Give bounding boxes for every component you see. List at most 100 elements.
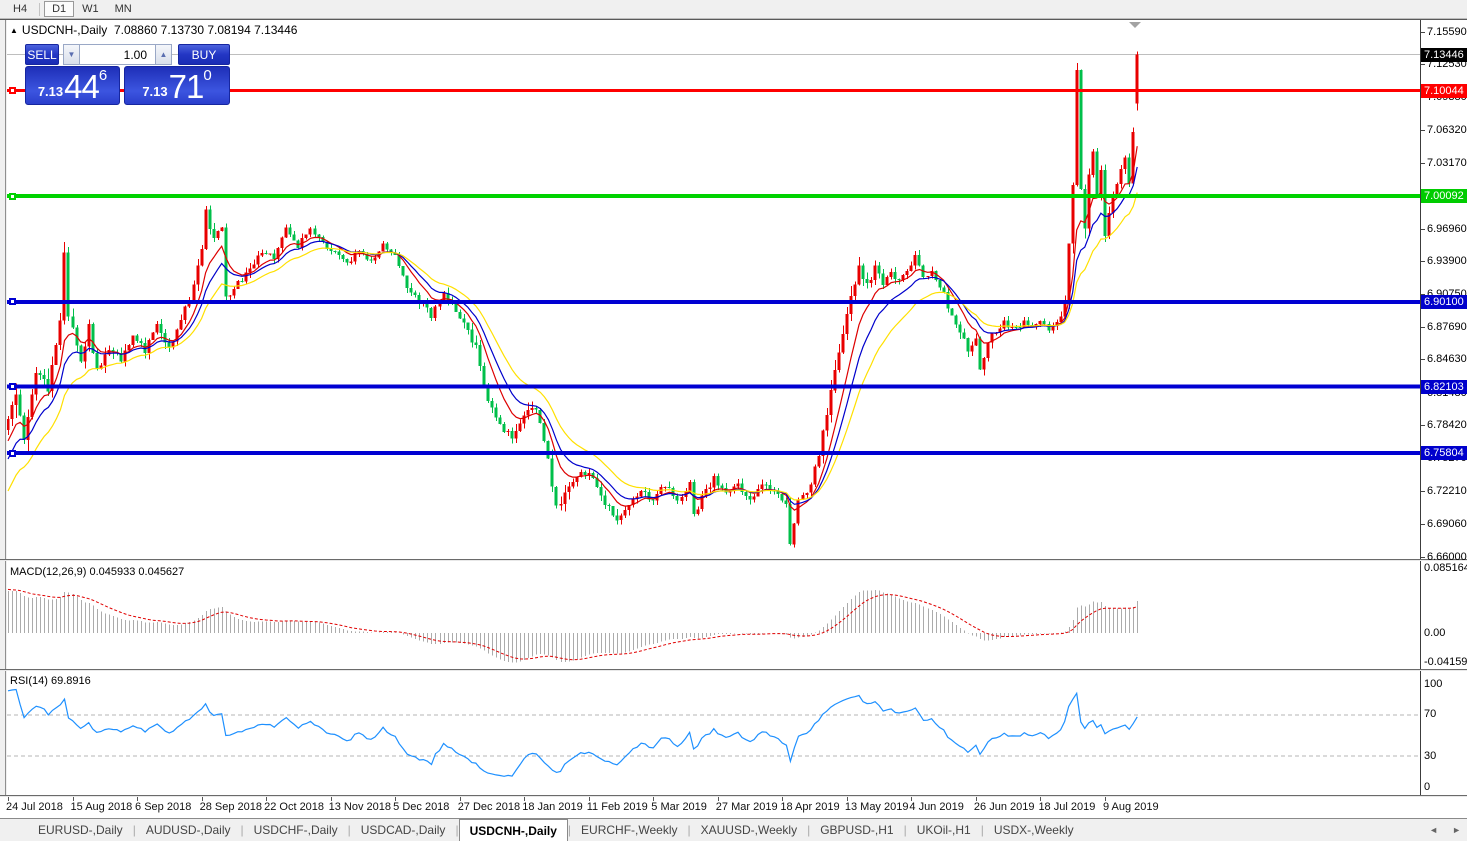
rsi-indicator-canvas[interactable] bbox=[7, 671, 1420, 795]
date-axis-label: 9 Aug 2019 bbox=[1102, 801, 1159, 813]
tab-separator: | bbox=[455, 823, 459, 837]
chart-tab-usdx[interactable]: USDX-,Weekly bbox=[993, 823, 1074, 837]
price-axis-tick bbox=[1421, 524, 1425, 526]
volume-decrease-button[interactable]: ▼ bbox=[63, 44, 80, 65]
date-axis-tick bbox=[1040, 797, 1042, 801]
date-axis bbox=[0, 797, 1467, 818]
date-axis-label: 27 Dec 2018 bbox=[457, 801, 521, 813]
chart-tab-audusd[interactable]: AUDUSD-,Daily bbox=[145, 823, 231, 837]
collapse-arrow-icon[interactable]: ▲ bbox=[10, 26, 18, 35]
price-badge: 7.00092 bbox=[1421, 189, 1467, 204]
timeframe-button-h4[interactable]: H4 bbox=[13, 3, 28, 15]
panel-separator[interactable] bbox=[0, 559, 1467, 561]
buy-price-digits: 71 bbox=[168, 67, 205, 105]
chart-tab-eurusd[interactable]: EURUSD-,Daily bbox=[38, 823, 123, 837]
chart-tab-usdcnh[interactable]: USDCNH-,Daily bbox=[458, 819, 568, 841]
date-axis-tick bbox=[782, 797, 784, 801]
date-axis-label: 6 Sep 2018 bbox=[135, 801, 192, 813]
chart-shift-marker-icon[interactable] bbox=[1129, 22, 1141, 28]
date-axis-label: 18 Apr 2019 bbox=[780, 801, 840, 813]
date-axis-tick bbox=[588, 797, 590, 801]
date-axis-label: 13 May 2019 bbox=[844, 801, 909, 813]
tab-separator: | bbox=[687, 823, 691, 837]
buy-button[interactable]: BUY bbox=[178, 44, 230, 65]
date-axis-tick bbox=[524, 797, 526, 801]
price-chart-canvas[interactable] bbox=[7, 20, 1420, 560]
timeframe-button-mn[interactable]: MN bbox=[114, 3, 132, 15]
toolbar-divider bbox=[39, 2, 41, 16]
date-axis-label: 18 Jul 2019 bbox=[1038, 801, 1096, 813]
date-axis-label: 11 Feb 2019 bbox=[586, 801, 648, 813]
hline-handle[interactable] bbox=[9, 87, 16, 95]
panel-separator bbox=[0, 795, 1467, 797]
tab-separator: | bbox=[807, 823, 811, 837]
hline-handle[interactable] bbox=[9, 383, 16, 391]
tab-scroll-right-icon[interactable]: ► bbox=[1452, 825, 1461, 835]
chart-window-border bbox=[0, 19, 1467, 20]
chart-tab-xauusd[interactable]: XAUUSD-,Weekly bbox=[700, 823, 798, 837]
panel-separator[interactable] bbox=[0, 669, 1467, 671]
price-axis-tick bbox=[1421, 490, 1425, 492]
timeframe-toolbar: H4 D1 W1 MN bbox=[0, 0, 1467, 19]
tab-separator: | bbox=[980, 823, 984, 837]
rsi-axis-label: 30 bbox=[1424, 749, 1437, 762]
date-axis-tick bbox=[653, 797, 655, 801]
price-badge: 7.10044 bbox=[1421, 83, 1467, 98]
buy-price-prefix: 7.13 bbox=[142, 84, 168, 99]
chart-symbol-period: USDCNH-,Daily bbox=[21, 23, 108, 37]
price-axis-label: 7.06320 bbox=[1427, 123, 1467, 136]
timeframe-button-d1[interactable]: D1 bbox=[44, 1, 75, 17]
tab-separator: | bbox=[240, 823, 244, 837]
chart-tab-usdcad[interactable]: USDCAD-,Daily bbox=[360, 823, 446, 837]
tab-separator: | bbox=[132, 823, 136, 837]
macd-axis-label: 0.00 bbox=[1424, 626, 1446, 639]
sell-price-digits: 44 bbox=[64, 67, 100, 105]
chart-tab-eurchf[interactable]: EURCHF-,Weekly bbox=[581, 823, 678, 837]
chart-window-left-edge bbox=[0, 20, 6, 796]
price-axis-label: 6.78420 bbox=[1427, 419, 1467, 431]
price-axis-tick bbox=[1421, 425, 1425, 426]
hline-handle[interactable] bbox=[9, 192, 16, 200]
one-click-trading-panel: SELL ▼ 1.00 ▲ BUY 7.13 44 6 7.13 71 0 bbox=[25, 44, 230, 105]
chart-tabbar: EURUSD-,Daily | AUDUSD-,Daily | USDCHF-,Dail… bbox=[0, 819, 1467, 841]
chart-tab-usdchf[interactable]: USDCHF-,Daily bbox=[253, 823, 338, 837]
buy-price-button[interactable]: 7.13 71 0 bbox=[124, 66, 230, 105]
hline-handle[interactable] bbox=[9, 449, 16, 457]
date-axis-label: 4 Jun 2019 bbox=[909, 801, 964, 813]
chart-background bbox=[7, 20, 1467, 796]
macd-indicator-canvas[interactable] bbox=[7, 561, 1420, 669]
price-badge: 6.75804 bbox=[1421, 446, 1467, 461]
date-axis-label: 13 Nov 2018 bbox=[328, 801, 392, 813]
timeframe-button-w1[interactable]: W1 bbox=[82, 3, 99, 15]
price-axis-label: 6.66000 bbox=[1427, 550, 1467, 563]
sell-price-button[interactable]: 7.13 44 6 bbox=[25, 66, 120, 105]
tab-scroll-left-icon[interactable]: ◄ bbox=[1429, 825, 1439, 835]
date-axis-tick bbox=[266, 797, 268, 801]
rsi-axis-label: 0 bbox=[1424, 780, 1431, 793]
date-axis-tick bbox=[846, 797, 848, 801]
chart-tab-gbpusd[interactable]: GBPUSD-,H1 bbox=[820, 823, 894, 837]
tab-separator: | bbox=[567, 823, 572, 837]
date-axis-tick bbox=[8, 797, 9, 801]
buy-price-pip: 0 bbox=[203, 67, 212, 84]
price-axis-tick bbox=[1421, 129, 1425, 131]
date-axis-label: 5 Mar 2019 bbox=[651, 801, 707, 813]
volume-stepper: ▼ 1.00 ▲ bbox=[63, 44, 172, 65]
price-axis-tick bbox=[1421, 63, 1425, 65]
volume-input[interactable]: 1.00 bbox=[80, 44, 155, 65]
sell-price-pip: 6 bbox=[98, 67, 108, 84]
price-axis-label: 6.93900 bbox=[1427, 255, 1467, 268]
hline-handle[interactable] bbox=[9, 298, 16, 306]
chart-tab-ukoil[interactable]: UKOil-,H1 bbox=[916, 823, 971, 837]
date-axis-tick bbox=[1104, 797, 1106, 801]
price-axis-tick bbox=[1421, 228, 1425, 230]
price-axis-tick bbox=[1421, 261, 1425, 263]
date-axis-label: 5 Dec 2018 bbox=[393, 801, 450, 813]
price-badge: 7.13446 bbox=[1421, 47, 1467, 62]
volume-increase-button[interactable]: ▲ bbox=[155, 44, 172, 65]
sell-button[interactable]: SELL bbox=[25, 44, 59, 65]
price-axis-tick bbox=[1421, 556, 1425, 558]
rsi-indicator-label: RSI(14) 69.8916 bbox=[10, 675, 91, 687]
price-axis-tick bbox=[1421, 31, 1425, 33]
